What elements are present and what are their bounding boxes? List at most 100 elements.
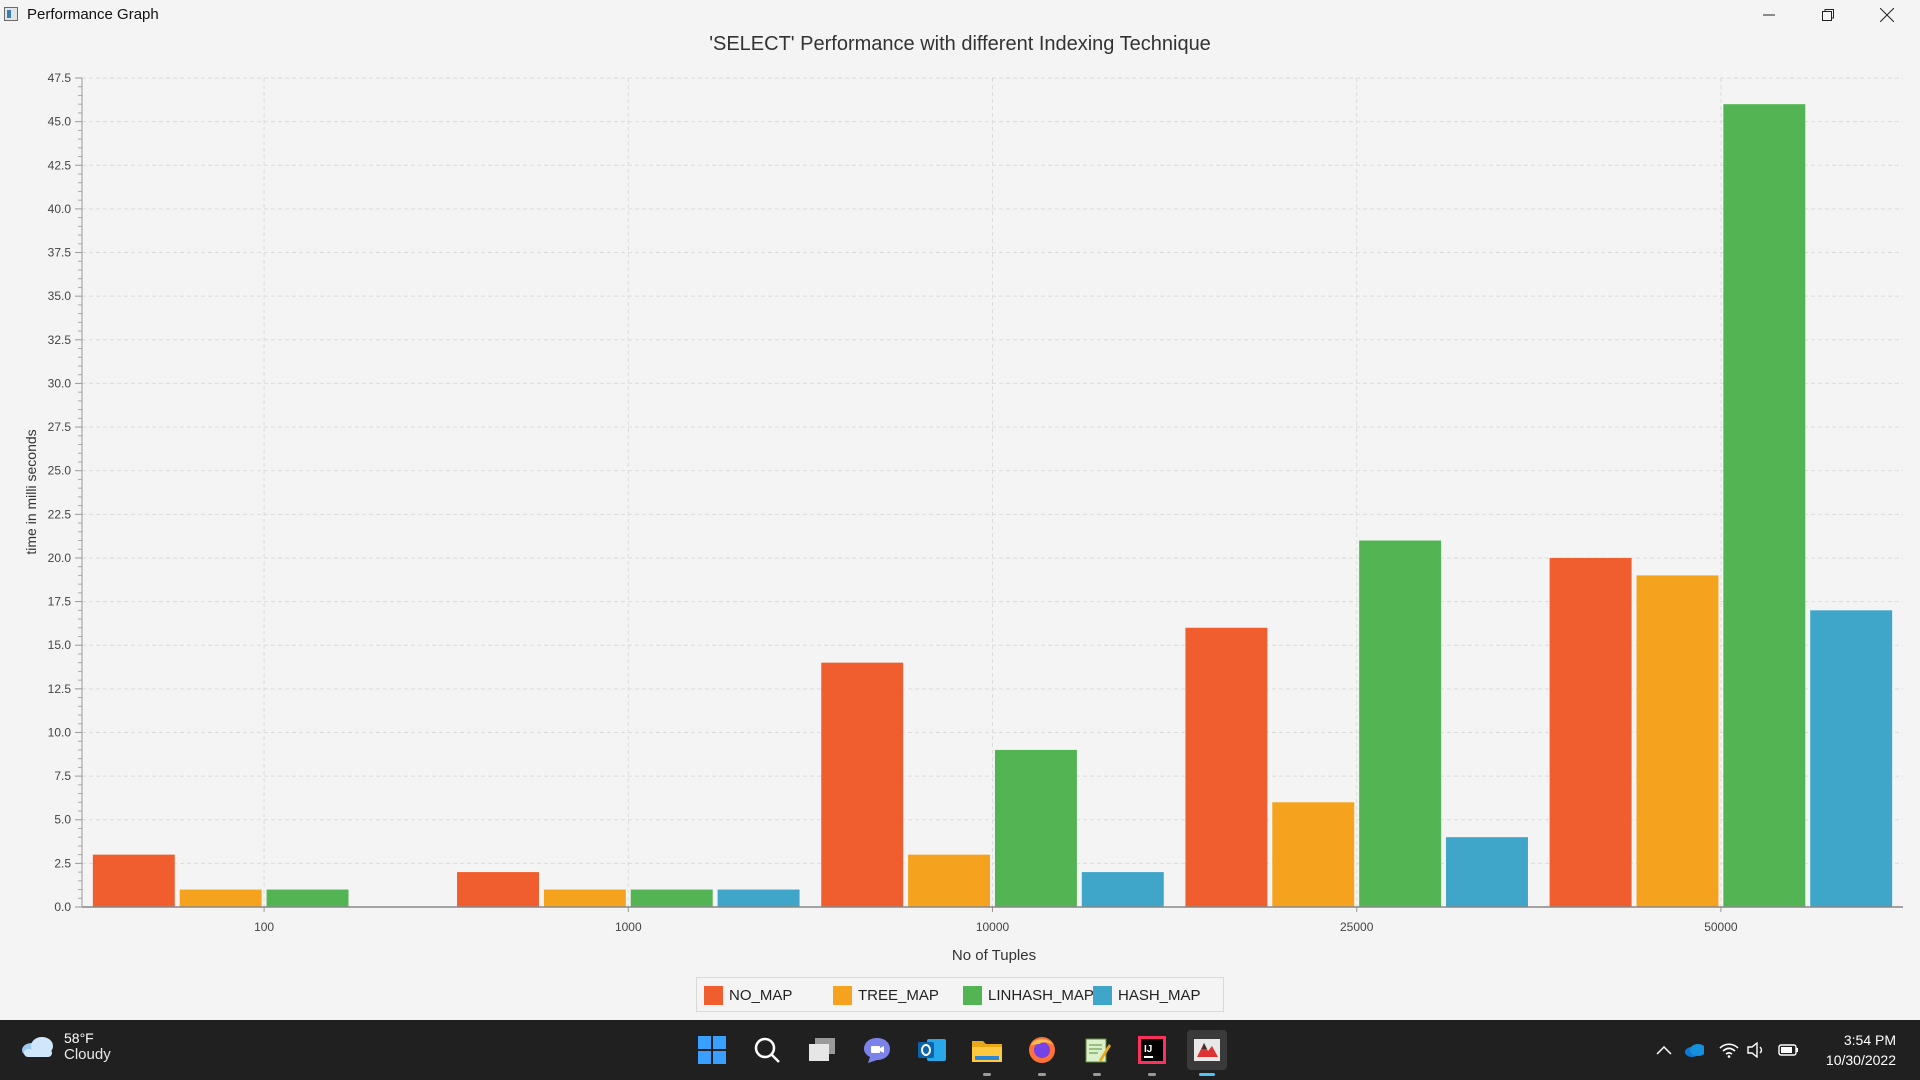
task-view-button[interactable] — [802, 1030, 842, 1070]
close-button[interactable] — [1858, 0, 1916, 30]
bar-linhash-map-100 — [266, 889, 349, 907]
firefox-icon — [1029, 1037, 1055, 1063]
x-tick-label: 50000 — [1704, 920, 1738, 934]
legend-label: TREE_MAP — [858, 987, 939, 1004]
outlook-button[interactable] — [912, 1030, 952, 1070]
legend-item-hash-map: HASH_MAP — [1093, 986, 1201, 1005]
intellij-icon: IJ — [1138, 1036, 1166, 1064]
onedrive-button[interactable] — [1684, 1040, 1704, 1060]
legend-item-tree-map: TREE_MAP — [833, 986, 939, 1005]
chevron-up-icon — [1656, 1045, 1672, 1055]
y-tick-label: 45.0 — [48, 115, 72, 129]
running-indicator — [1148, 1073, 1156, 1076]
y-tick-label: 40.0 — [48, 202, 72, 216]
java-app-button[interactable] — [1187, 1030, 1227, 1076]
y-tick-label: 30.0 — [48, 376, 72, 390]
bars — [92, 104, 1893, 907]
svg-text:IJ: IJ — [1144, 1044, 1152, 1055]
bar-no-map-100 — [92, 854, 175, 907]
legend-swatch — [1093, 986, 1112, 1005]
legend-label: HASH_MAP — [1118, 987, 1201, 1004]
y-tick-label: 35.0 — [48, 289, 72, 303]
y-tick-label: 10.0 — [48, 725, 72, 739]
chart-title: 'SELECT' Performance with different Inde… — [709, 33, 1211, 55]
app-icon — [4, 7, 18, 21]
axes: 0.0 2.5 5.0 7.5 10.0 12.5 15.0 17.5 20.0 22.5 25.0… — [48, 71, 1903, 934]
x-tick-label: 100 — [254, 920, 274, 934]
java-app-icon — [1194, 1039, 1220, 1061]
clock-date: 10/30/2022 — [1825, 1052, 1896, 1068]
notepad-icon — [1085, 1038, 1111, 1063]
start-icon — [698, 1036, 726, 1064]
file-explorer-button[interactable] — [967, 1030, 1007, 1076]
file-explorer-icon — [972, 1041, 1002, 1062]
y-tick-label: 20.0 — [48, 551, 72, 565]
y-tick-label: 0.0 — [54, 900, 71, 914]
bar-tree-map-10000 — [908, 854, 991, 907]
x-tick-label: 25000 — [1340, 920, 1374, 934]
legend-swatch — [963, 986, 982, 1005]
legend-swatch — [833, 986, 852, 1005]
y-tick-label: 12.5 — [48, 682, 72, 696]
bar-linhash-map-25000 — [1359, 540, 1442, 907]
active-indicator — [1199, 1073, 1215, 1076]
y-axis-label: time in milli seconds — [23, 429, 39, 554]
running-indicator — [1038, 1073, 1046, 1076]
search-button[interactable] — [747, 1030, 787, 1070]
bar-hash-map-25000 — [1446, 837, 1528, 907]
legend-label: NO_MAP — [729, 987, 793, 1004]
y-tick-label: 37.5 — [48, 246, 72, 260]
cloud-icon — [22, 1036, 53, 1057]
weather-widget[interactable]: 58°F Cloudy — [20, 1030, 111, 1063]
legend-item-linhash-map: LINHASH_MAP — [963, 986, 1094, 1005]
bar-linhash-map-50000 — [1723, 104, 1806, 907]
bar-no-map-50000 — [1549, 557, 1632, 907]
x-tick-label: 10000 — [976, 920, 1010, 934]
clock-time: 3:54 PM — [1843, 1032, 1896, 1048]
battery-icon — [1778, 1044, 1798, 1056]
y-tick-label: 2.5 — [54, 856, 71, 870]
running-indicator — [1093, 1073, 1101, 1076]
minimize-icon — [1763, 14, 1775, 16]
taskbar: 58°F Cloudy — [0, 1020, 1920, 1080]
restore-button[interactable] — [1799, 0, 1857, 30]
y-tick-label: 27.5 — [48, 420, 72, 434]
search-icon — [754, 1037, 780, 1063]
bar-hash-map-1000 — [717, 889, 800, 907]
start-button[interactable] — [692, 1030, 732, 1070]
window-title: Performance Graph — [27, 6, 159, 23]
weather-condition: Cloudy — [64, 1046, 111, 1063]
volume-button[interactable] — [1747, 1040, 1767, 1060]
legend-swatch — [704, 986, 723, 1005]
wifi-button[interactable] — [1719, 1040, 1739, 1060]
bar-chart: 'SELECT' Performance with different Inde… — [23, 33, 1903, 964]
bar-linhash-map-1000 — [630, 889, 713, 907]
minimize-button[interactable] — [1740, 0, 1798, 30]
chart-legend: NO_MAP TREE_MAP LINHASH_MAP HASH_MAP — [696, 977, 1224, 1012]
bar-no-map-10000 — [821, 662, 904, 907]
bar-tree-map-25000 — [1272, 802, 1355, 907]
task-view-icon — [809, 1038, 835, 1061]
bar-tree-map-1000 — [543, 889, 626, 907]
y-tick-label: 25.0 — [48, 464, 72, 478]
y-tick-label: 7.5 — [54, 769, 71, 783]
intellij-button[interactable]: IJ — [1132, 1030, 1172, 1076]
legend-label: LINHASH_MAP — [988, 987, 1094, 1004]
system-clock[interactable]: 3:54 PM 10/30/2022 — [1826, 1030, 1896, 1070]
battery-button[interactable] — [1778, 1040, 1798, 1060]
bar-tree-map-100 — [179, 889, 262, 907]
y-tick-label: 17.5 — [48, 595, 72, 609]
y-tick-label: 22.5 — [48, 507, 72, 521]
grid-lines — [82, 77, 1903, 907]
title-bar: Performance Graph — [0, 0, 1920, 30]
y-tick-label: 5.0 — [54, 813, 71, 827]
show-hidden-icons-button[interactable] — [1654, 1040, 1674, 1060]
firefox-button[interactable] — [1022, 1030, 1062, 1076]
chat-icon — [864, 1038, 890, 1063]
chat-button[interactable] — [857, 1030, 897, 1070]
bar-no-map-1000 — [457, 872, 539, 907]
x-tick-label: 1000 — [615, 920, 642, 934]
notepad-button[interactable] — [1077, 1030, 1117, 1076]
running-indicator — [983, 1073, 991, 1076]
outlook-icon — [918, 1039, 946, 1061]
